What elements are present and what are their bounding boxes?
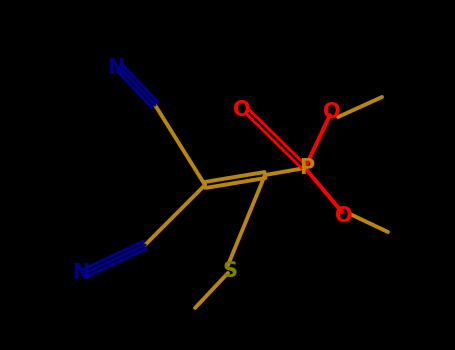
- Text: P: P: [299, 158, 314, 178]
- Text: N: N: [72, 263, 90, 283]
- Text: O: O: [233, 100, 251, 120]
- Text: O: O: [323, 102, 341, 122]
- Text: O: O: [335, 206, 353, 226]
- Text: N: N: [107, 58, 125, 78]
- Text: S: S: [222, 261, 238, 281]
